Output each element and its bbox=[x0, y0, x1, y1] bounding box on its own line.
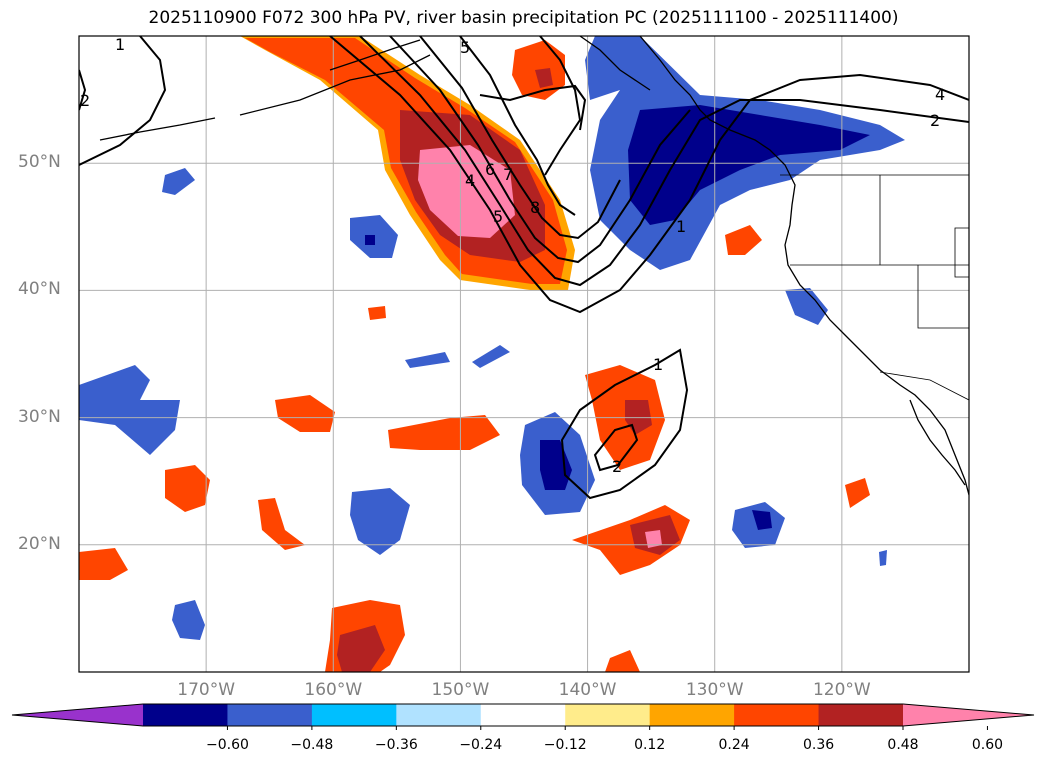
contour-label: 1 bbox=[115, 35, 125, 54]
contour-label: 8 bbox=[530, 198, 540, 217]
longitude-tick-label: 130°W bbox=[685, 680, 744, 700]
colorbar-segment bbox=[143, 704, 228, 726]
longitude-tick-label: 140°W bbox=[558, 680, 617, 700]
contour-label: 4 bbox=[465, 171, 475, 190]
colorbar-segment bbox=[734, 704, 820, 726]
latitude-tick-label: 50°N bbox=[18, 152, 61, 173]
latitude-tick-label: 20°N bbox=[18, 533, 61, 554]
contour-label: 4 bbox=[935, 85, 945, 104]
contour-label: 2 bbox=[930, 111, 940, 130]
contour-label: 5 bbox=[493, 207, 503, 226]
longitude-tick-label: 170°W bbox=[177, 680, 236, 700]
colorbar-tick-label: −0.36 bbox=[374, 737, 418, 753]
contour-label: 5 bbox=[460, 38, 470, 57]
colorbar-segment bbox=[396, 704, 482, 726]
map-frame bbox=[78, 35, 970, 673]
contour-label: 1 bbox=[653, 355, 663, 374]
colorbar-outline bbox=[11, 703, 1035, 727]
longitude-tick-label: 160°W bbox=[304, 680, 363, 700]
state-borders bbox=[780, 174, 969, 401]
shaded-anomalies bbox=[79, 36, 905, 672]
colorbar-segment bbox=[565, 704, 651, 726]
colorbar-segment bbox=[227, 704, 313, 726]
colorbar-segment bbox=[480, 704, 566, 726]
pv-contours bbox=[79, 36, 969, 500]
colorbar-tick-label: −0.24 bbox=[459, 737, 503, 753]
map-title: 2025110900 F072 300 hPa PV, river basin … bbox=[148, 8, 899, 28]
pv-contour-labels: 1 2 5 6 4 7 5 8 1 4 2 1 2 bbox=[80, 35, 945, 476]
contour-label: 7 bbox=[503, 165, 513, 184]
colorbar-tick-label: −0.48 bbox=[290, 737, 334, 753]
contour-label: 6 bbox=[485, 160, 495, 179]
colorbar-segment bbox=[311, 704, 397, 726]
contour-label: 2 bbox=[612, 457, 622, 476]
colorbar-segment bbox=[818, 704, 904, 726]
latitude-tick-label: 40°N bbox=[18, 279, 61, 300]
longitude-tick-label: 150°W bbox=[431, 680, 490, 700]
colorbar-extend-low bbox=[12, 704, 143, 726]
map-gridlines bbox=[79, 36, 969, 672]
colorbar-tick-label: 0.36 bbox=[802, 737, 835, 753]
colorbar-tick-label: 0.12 bbox=[634, 737, 666, 753]
colorbar-tick-label: −0.12 bbox=[543, 737, 587, 753]
contour-label: 2 bbox=[80, 91, 90, 110]
colorbar-tick-label: 0.24 bbox=[718, 737, 750, 753]
colorbar-segment bbox=[649, 704, 735, 726]
colorbar-tick-label: 0.60 bbox=[971, 737, 1004, 753]
colorbar-tick-label: 0.48 bbox=[887, 737, 919, 753]
contour-label: 1 bbox=[676, 217, 686, 236]
colorbar-extend-high bbox=[903, 704, 1034, 726]
latitude-tick-label: 30°N bbox=[18, 406, 61, 427]
longitude-tick-label: 120°W bbox=[812, 680, 871, 700]
colorbar-tick-label: −0.60 bbox=[205, 737, 249, 753]
